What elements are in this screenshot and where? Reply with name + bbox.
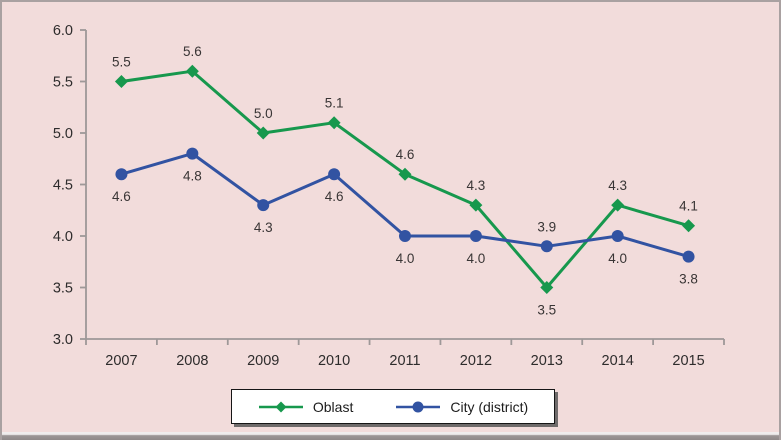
x-tick-label: 2009 (247, 353, 279, 369)
data-point-marker (327, 116, 341, 130)
city-district-series-icon (396, 401, 441, 412)
legend-circle-marker (412, 401, 424, 412)
oblast-series-icon (258, 401, 303, 412)
data-point-marker (398, 167, 412, 181)
data-point-marker (540, 281, 554, 294)
x-tick-label: 2013 (531, 353, 563, 369)
series-markers-1 (115, 147, 695, 263)
data-point-label: 4.1 (679, 199, 698, 214)
x-tick-label: 2007 (105, 353, 137, 369)
data-point-label: 4.6 (112, 189, 131, 204)
data-point-label: 4.3 (254, 220, 273, 235)
data-point-marker (469, 230, 482, 242)
x-tick-label: 2012 (460, 353, 492, 369)
data-point-label: 3.8 (679, 272, 698, 287)
x-tick-label: 2010 (318, 353, 350, 369)
data-point-marker (611, 230, 624, 242)
x-tick-label: 2011 (389, 353, 420, 369)
data-point-label: 5.5 (112, 55, 131, 70)
data-point-marker (469, 198, 483, 212)
data-point-marker (399, 230, 411, 242)
series-markers-0 (114, 64, 696, 294)
data-point-label: 4.3 (608, 178, 627, 193)
data-point-label: 4.0 (608, 251, 627, 266)
data-point-label: 5.0 (254, 106, 273, 121)
y-tick-label: 6.0 (53, 23, 73, 39)
series-data-labels-0: 5.5 5.6 5.0 5.1 4.6 4.3 3.5 4.3 4.1 (112, 44, 698, 317)
legend-diamond-marker (275, 401, 287, 412)
y-tick-label: 3.0 (53, 332, 73, 348)
legend: Oblast City (district) (231, 389, 555, 424)
data-point-marker (257, 199, 270, 212)
x-tick-label: 2014 (602, 353, 634, 369)
legend-item-city-district: City (district) (395, 399, 528, 415)
data-point-label: 4.0 (466, 251, 485, 266)
series-data-labels-1: 4.6 4.8 4.3 4.6 4.0 4.0 3.9 4.0 3.8 (112, 169, 698, 287)
y-axis-labels: 3.0 3.5 4.0 4.5 5.0 5.5 6.0 (53, 23, 73, 348)
y-tick-label: 3.5 (53, 281, 73, 297)
data-point-marker (611, 198, 625, 212)
data-point-label: 3.9 (537, 219, 556, 234)
legend-label-oblast: Oblast (312, 398, 354, 415)
x-tick-label: 2015 (672, 353, 704, 369)
data-point-label: 5.6 (183, 44, 202, 59)
data-point-marker (185, 64, 199, 78)
data-point-label: 5.1 (325, 96, 344, 111)
legend-label-city-district: City (district) (450, 398, 529, 415)
data-point-marker (328, 168, 341, 181)
data-point-marker (186, 147, 199, 160)
data-point-label: 3.5 (537, 303, 556, 318)
data-point-label: 4.6 (396, 147, 415, 162)
data-point-marker (114, 75, 128, 88)
data-point-label: 4.3 (466, 178, 485, 193)
data-point-marker (540, 240, 553, 253)
x-tick-label: 2008 (176, 353, 208, 369)
y-tick-label: 4.0 (53, 229, 73, 245)
data-point-marker (682, 219, 696, 233)
data-point-label: 4.8 (183, 169, 202, 184)
axes (80, 29, 725, 345)
data-point-marker (256, 126, 270, 140)
legend-item-oblast: Oblast (258, 399, 353, 415)
data-point-marker (682, 250, 695, 263)
y-tick-label: 5.5 (53, 75, 73, 91)
y-tick-label: 5.0 (53, 126, 73, 142)
x-axis-labels: 2007 2008 2009 2010 2011 2012 2013 2014 2015 (105, 353, 704, 369)
data-point-label: 4.6 (325, 189, 344, 204)
y-tick-label: 4.5 (53, 178, 73, 194)
frame-bottom-edge (2, 432, 779, 440)
data-point-label: 4.0 (396, 251, 415, 266)
data-point-marker (115, 168, 128, 181)
